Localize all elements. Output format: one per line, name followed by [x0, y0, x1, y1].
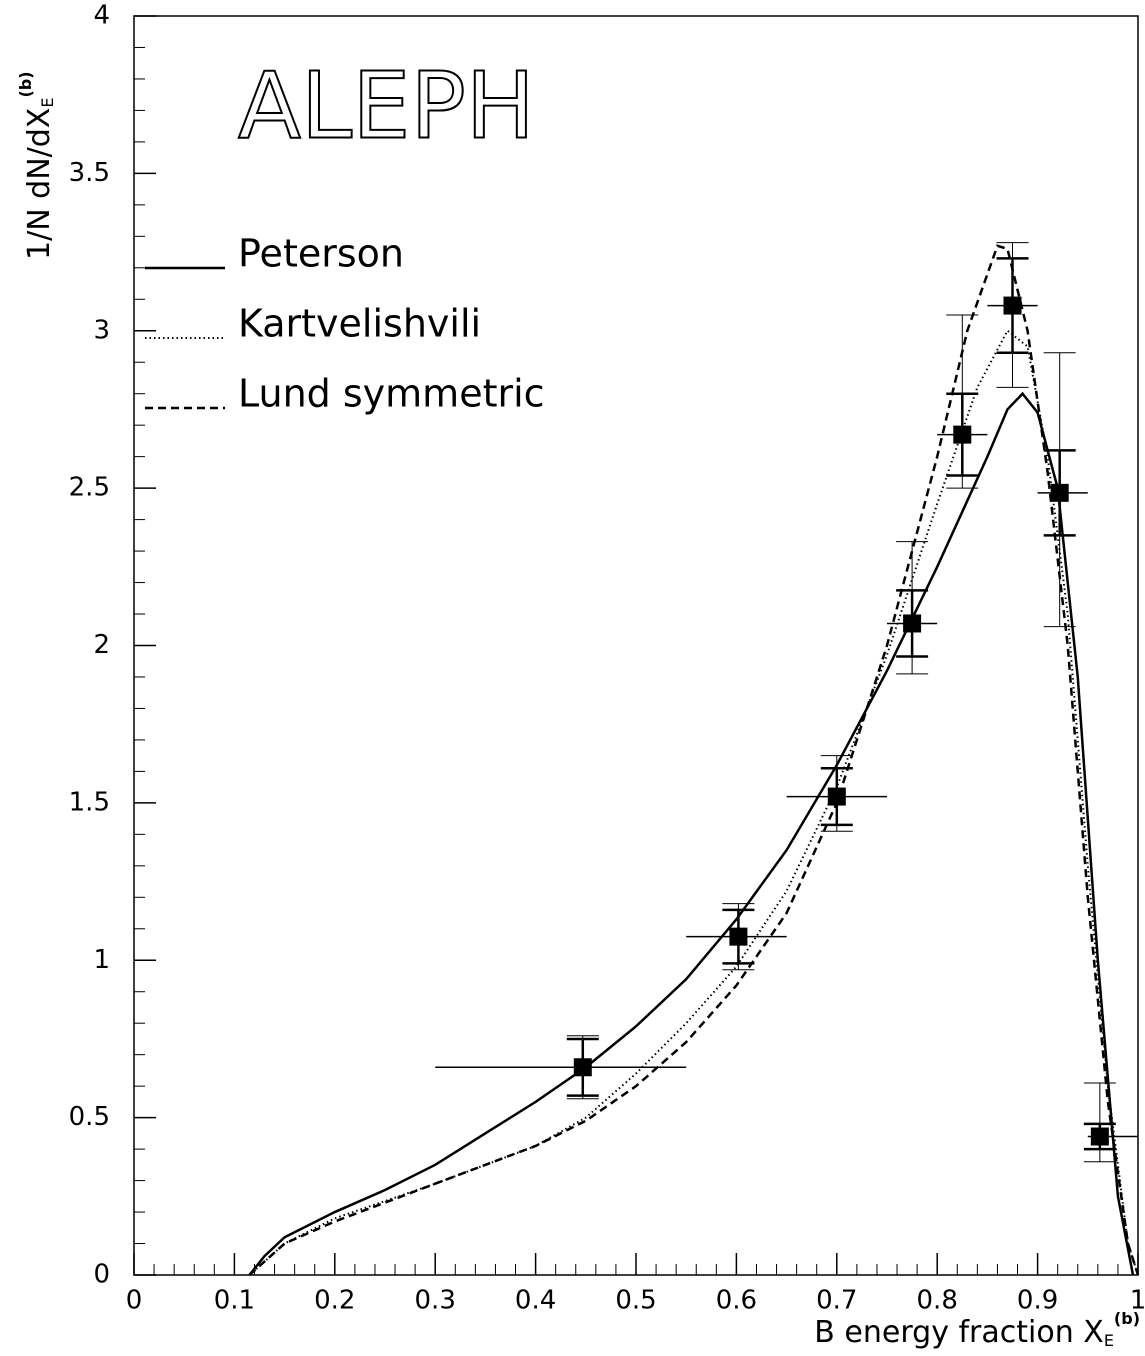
- data-point: [903, 614, 922, 633]
- y-tick-label: 0.5: [69, 1102, 110, 1132]
- data-point: [729, 927, 748, 946]
- x-tick-label: 0.1: [214, 1286, 255, 1316]
- x-tick-label: 0.5: [615, 1286, 656, 1316]
- data-point: [1050, 483, 1069, 502]
- chart-title: ALEPH: [238, 52, 535, 159]
- y-label-main: 1/N dN/dX: [22, 108, 57, 260]
- x-label-main: B energy fraction X: [814, 1315, 1104, 1350]
- x-tick-label: 0.7: [816, 1286, 857, 1316]
- curve: [248, 329, 1139, 1276]
- data-point: [953, 425, 972, 444]
- x-label-sup: (b): [1114, 1309, 1140, 1328]
- legend-label: Lund symmetric: [238, 372, 545, 416]
- x-axis-label: B energy fraction XE(b): [814, 1309, 1140, 1350]
- y-tick-label: 3: [93, 315, 110, 345]
- x-tick-label: 1: [1130, 1286, 1145, 1316]
- y-tick-label: 1: [93, 945, 110, 975]
- y-label-sub: E: [38, 98, 57, 108]
- data-point: [573, 1058, 592, 1077]
- curve: [248, 244, 1140, 1276]
- y-tick-label: 4: [93, 1, 110, 31]
- y-label-sup: (b): [16, 71, 35, 97]
- x-label-sub: E: [1104, 1331, 1114, 1350]
- y-tick-label: 2.5: [69, 473, 110, 503]
- x-tick-label: 0.4: [515, 1286, 556, 1316]
- y-tick-label: 3.5: [69, 158, 110, 188]
- x-tick-label: 0.6: [716, 1286, 757, 1316]
- y-tick-label: 1.5: [69, 787, 110, 817]
- x-tick-label: 0.3: [415, 1286, 456, 1316]
- data-point: [1090, 1127, 1109, 1146]
- y-tick-label: 0: [93, 1260, 110, 1290]
- legend-label: Kartvelishvili: [238, 302, 481, 346]
- x-tick-label: 0: [126, 1286, 143, 1316]
- y-tick-label: 2: [93, 630, 110, 660]
- x-tick-label: 0.9: [1017, 1286, 1058, 1316]
- x-tick-label: 0.2: [314, 1286, 355, 1316]
- legend-label: Peterson: [238, 232, 404, 276]
- data-point: [1003, 296, 1022, 315]
- y-axis-label: 1/N dN/dXE(b): [16, 71, 57, 260]
- data-point: [827, 787, 846, 806]
- curve: [248, 391, 1135, 1276]
- x-tick-label: 0.8: [917, 1286, 958, 1316]
